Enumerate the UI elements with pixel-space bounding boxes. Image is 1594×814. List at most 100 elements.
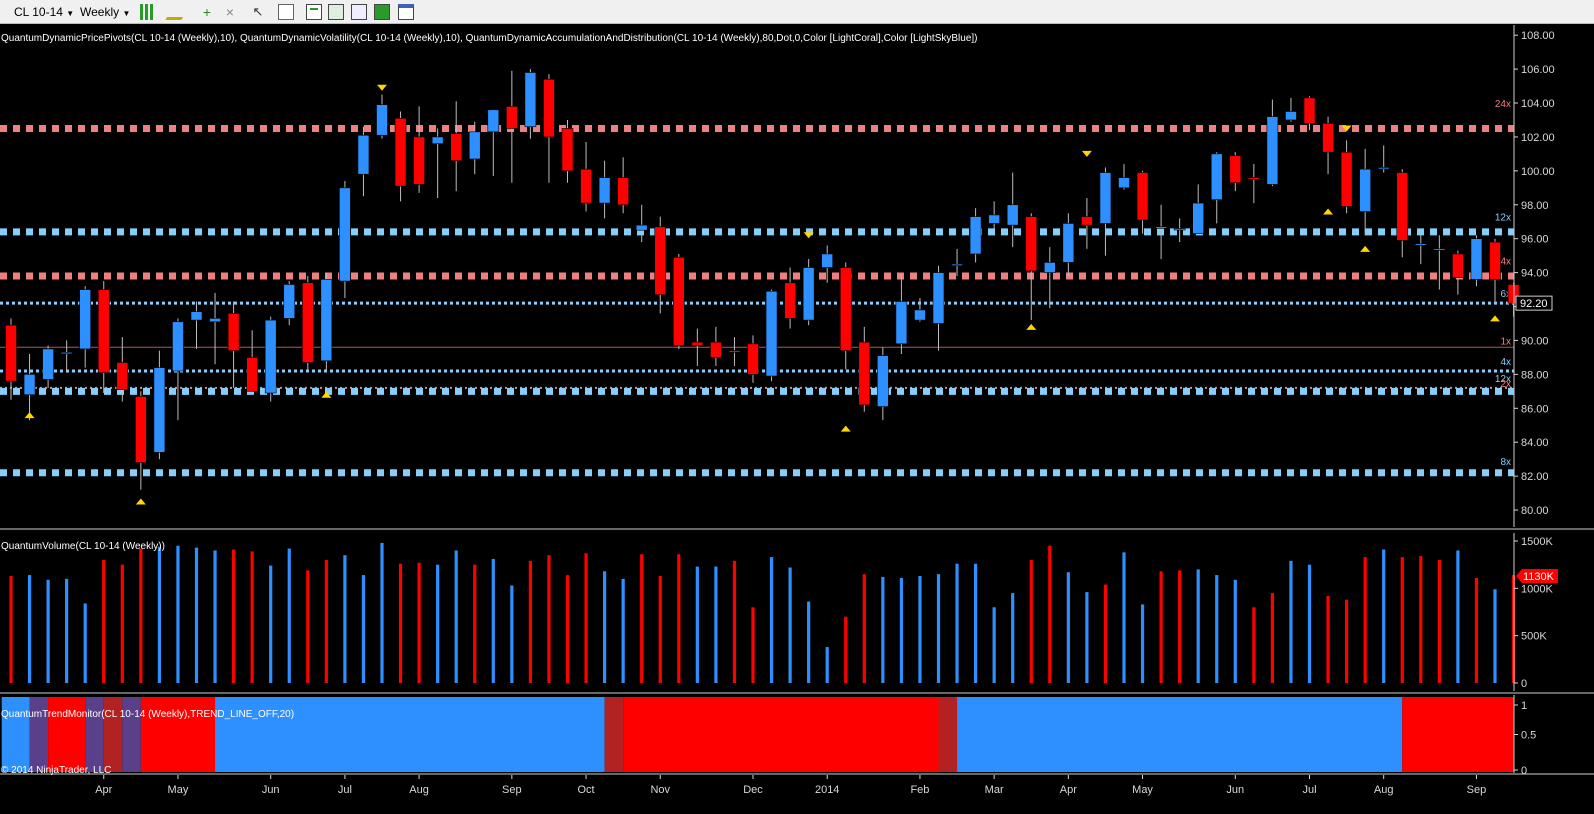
candle-body (1155, 226, 1167, 229)
volume-bar (844, 616, 848, 683)
candle-body (1099, 172, 1112, 224)
remove-indicator-icon[interactable]: × (225, 4, 235, 20)
volume-bar (677, 554, 681, 683)
volume-bar (287, 548, 291, 683)
volume-bar (992, 607, 996, 683)
add-indicator-icon[interactable]: + (202, 4, 212, 20)
candle-body (951, 263, 963, 266)
volume-bar (807, 601, 811, 683)
candle-body (413, 136, 425, 185)
time-axis-label: 2014 (815, 784, 839, 796)
candle-body (283, 284, 296, 319)
price-tick-label: 108.00 (1521, 30, 1555, 42)
time-axis-label: Aug (409, 784, 429, 796)
volume-bar (1363, 557, 1367, 683)
volume-bar (1400, 557, 1404, 683)
time-axis-label: Sep (1467, 784, 1487, 796)
trend-segment (938, 697, 958, 772)
candle-body (691, 341, 704, 346)
volume-bar (1437, 559, 1441, 683)
panel-borders (0, 25, 1594, 775)
volume-bar (918, 576, 922, 683)
volume-bar (974, 563, 978, 683)
time-axis-label: Jul (338, 784, 352, 796)
volume-bar (83, 603, 87, 683)
volume-bar (1474, 577, 1479, 683)
price-tick-label: 106.00 (1521, 64, 1555, 76)
candle-body (487, 109, 500, 133)
template-icon[interactable] (398, 4, 414, 20)
candle-body (858, 341, 871, 406)
candle-body (969, 216, 982, 255)
bar-type-icon[interactable] (140, 4, 156, 20)
candle-body (60, 352, 73, 355)
pivot-low-marker (840, 425, 851, 432)
candle-body (431, 136, 444, 145)
level-strength-label: 4x (1500, 257, 1511, 268)
volume-bar (1215, 575, 1219, 683)
volume-bar (194, 547, 199, 683)
last-volume-label: 1130K (1523, 571, 1555, 583)
trend-segment (122, 697, 141, 772)
copyright-text: © 2014 NinjaTrader, LLC (1, 765, 111, 776)
candle-body (765, 290, 778, 377)
volume-bar (343, 555, 347, 683)
trend-segment (1, 697, 30, 772)
zoom-icon[interactable] (278, 4, 294, 20)
volume-bar (120, 564, 124, 683)
volume-bar (732, 560, 737, 683)
candle-body (1229, 155, 1242, 184)
period-label: Weekly (80, 5, 120, 19)
trend-segment (29, 697, 49, 772)
volume-bar (899, 577, 903, 683)
volume-bar (324, 559, 328, 683)
trend-segment (48, 697, 86, 772)
candle-body (1433, 248, 1446, 251)
time-axis-label: Apr (1060, 784, 1077, 796)
pivot-low-marker (1490, 315, 1500, 322)
volume-bar (176, 545, 180, 683)
time-axis-label: Feb (910, 784, 929, 796)
volume-bar (788, 567, 792, 683)
candle-body (524, 72, 537, 128)
last-price-box (1515, 295, 1553, 311)
time-axis-label: May (168, 784, 189, 796)
candle-body (1415, 243, 1427, 246)
price-tick-label: 96.00 (1521, 234, 1549, 246)
volume-bar (1048, 545, 1052, 683)
volume-bar (1178, 570, 1182, 683)
pivot-low-marker (1026, 323, 1037, 330)
candle-body (1359, 168, 1371, 212)
candle-body (468, 131, 481, 160)
period-selector[interactable]: Weekly ▼ (80, 4, 130, 20)
candle-body (877, 355, 889, 407)
price-tick-label: 82.00 (1521, 471, 1549, 483)
instrument-selector[interactable]: CL 10-14 ▼ (14, 4, 74, 20)
level-strength-label: 6x (1500, 289, 1511, 300)
candle-body (1285, 111, 1297, 121)
candle-body (1192, 202, 1204, 234)
volume-bar (9, 576, 13, 683)
volume-bar (1140, 604, 1145, 683)
price-panel-title: QuantumDynamicPricePivots(CL 10-14 (Week… (1, 33, 978, 44)
candle-body (172, 321, 184, 372)
volume-bar (714, 566, 718, 683)
candle-body (376, 104, 388, 136)
pencil-draw-icon[interactable] (165, 4, 191, 20)
candle-body (227, 313, 240, 351)
cursor-icon[interactable]: ↖ (252, 4, 264, 19)
chart-style-icon[interactable] (328, 4, 344, 20)
volume-bar (1029, 559, 1033, 683)
candle-body (1210, 153, 1223, 200)
price-tick-label: 86.00 (1521, 403, 1549, 415)
trend-tick-label: 0 (1521, 765, 1527, 777)
candle-body (116, 362, 129, 390)
volume-tick-label: 1000K (1521, 583, 1553, 595)
time-axis-label: Dec (743, 784, 763, 796)
trend-tick-label: 1 (1521, 700, 1527, 712)
price-tick-label: 90.00 (1521, 335, 1549, 347)
data-box-icon[interactable] (351, 4, 367, 20)
properties-icon[interactable] (306, 4, 322, 20)
volume-bar (27, 575, 32, 683)
strategy-icon[interactable] (374, 4, 390, 20)
